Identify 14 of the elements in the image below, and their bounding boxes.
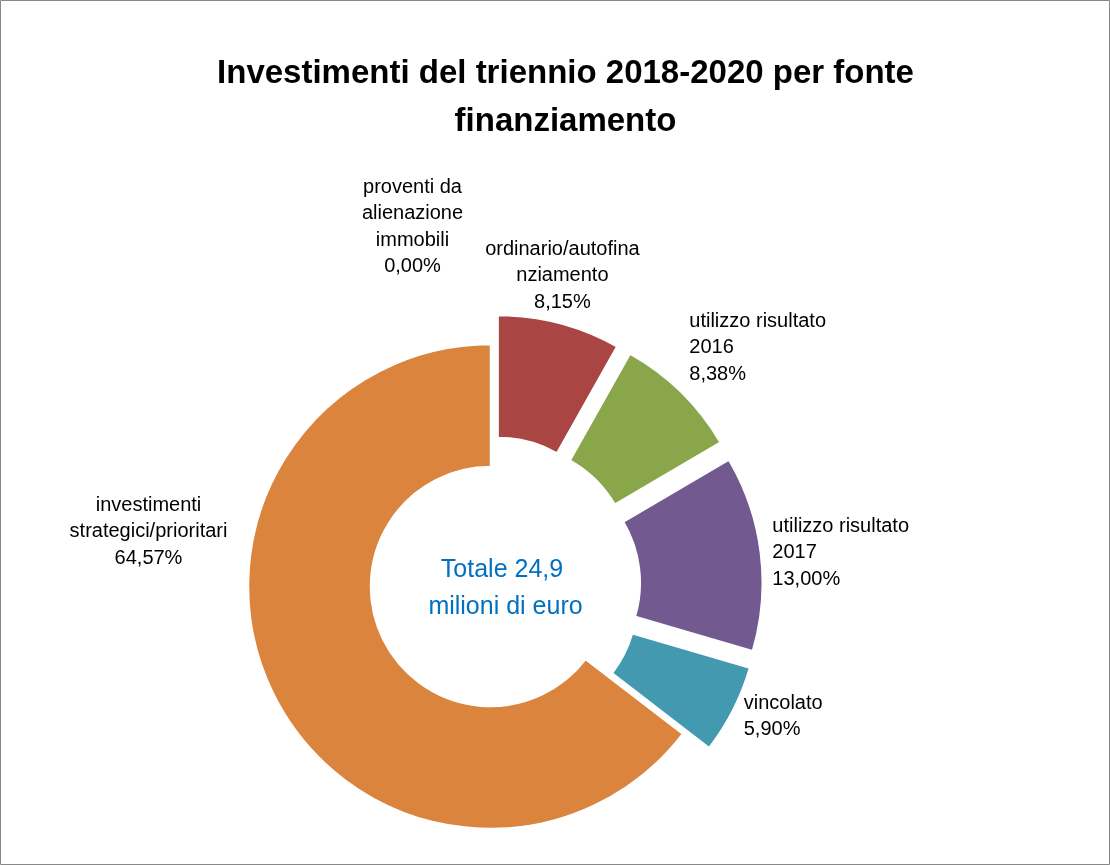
- slice-label: investimenti strategici/prioritari: [69, 493, 228, 542]
- slice-label: vincolato: [743, 690, 823, 713]
- slice-label: utilizzo risultato 2017: [772, 514, 910, 563]
- slice-label: utilizzo risultato 2016: [689, 308, 827, 358]
- data-label: 8,15%: [534, 289, 591, 312]
- category-label: proventi da alienazione immobili: [361, 174, 464, 250]
- data-label: 64,57%: [114, 545, 183, 568]
- data-label: 8,38%: [689, 361, 747, 384]
- text: 0,00%: [384, 254, 441, 277]
- text: Totale 24,9 milioni di euro: [428, 554, 583, 619]
- data-label: 5,90%: [743, 717, 801, 740]
- slice-label: ordinario/autofinanziamento: [485, 236, 641, 286]
- chart-title: Investimenti del triennio 2018-2020 per fonte finanziamento: [217, 52, 914, 139]
- data-label: 13,00%: [772, 566, 841, 589]
